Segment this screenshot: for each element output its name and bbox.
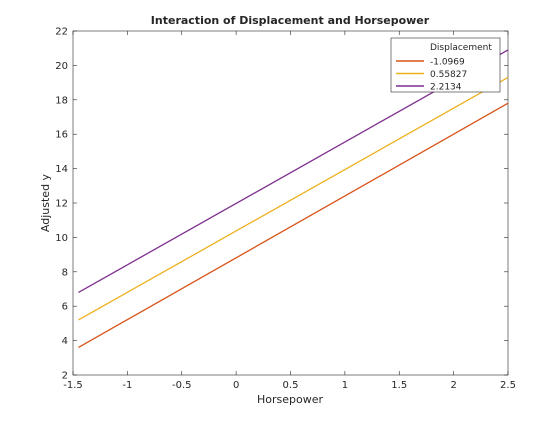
y-tick-label: 6 bbox=[62, 302, 68, 313]
y-tick-label: 16 bbox=[55, 130, 68, 141]
y-axis-label: Adjusted y bbox=[39, 173, 52, 232]
x-tick-label: -0.5 bbox=[172, 380, 192, 391]
legend-entries: -1.0969 0.55827 2.2134 bbox=[396, 58, 467, 93]
legend-label-2: 0.55827 bbox=[430, 70, 467, 80]
x-tick-label: -1.5 bbox=[63, 380, 83, 391]
x-axis-label: Horsepower bbox=[257, 393, 323, 406]
legend-box bbox=[390, 37, 501, 93]
legend-title: Displacement bbox=[430, 43, 492, 53]
x-tick-label: -1 bbox=[122, 380, 132, 391]
legend-label-3: 2.2134 bbox=[430, 83, 462, 93]
x-tick-label: 2.5 bbox=[500, 380, 516, 391]
legend: Displacement -1.0969 0.55827 2.2134 bbox=[390, 37, 501, 93]
y-tick-label: 10 bbox=[55, 233, 68, 244]
x-tick-label: 1.5 bbox=[391, 380, 407, 391]
x-tick-label: 2 bbox=[450, 380, 456, 391]
legend-label-1: -1.0969 bbox=[430, 58, 465, 68]
x-tick-label: 0 bbox=[233, 380, 239, 391]
series-line-2 bbox=[78, 76, 509, 321]
y-tick-label: 2 bbox=[62, 371, 68, 382]
y-tick-label: 22 bbox=[55, 27, 68, 38]
y-tick-label: 20 bbox=[55, 61, 68, 72]
chart-title: Interaction of Displacement and Horsepow… bbox=[151, 14, 430, 27]
y-tick-label: 18 bbox=[55, 95, 68, 106]
x-tick-label: 0.5 bbox=[283, 380, 299, 391]
y-tick-label: 14 bbox=[55, 164, 68, 175]
y-tick-label: 8 bbox=[62, 267, 68, 278]
y-tick-label: 4 bbox=[62, 336, 68, 347]
series-line-1 bbox=[78, 102, 509, 349]
x-tick-label: 1 bbox=[342, 380, 348, 391]
y-tick-label: 12 bbox=[55, 199, 68, 210]
